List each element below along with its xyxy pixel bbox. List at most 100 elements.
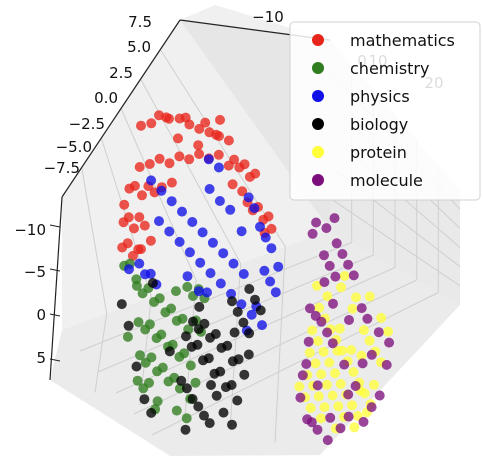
- data-point-physics: [215, 278, 226, 289]
- data-point-molecule: [343, 411, 354, 422]
- legend-box: [289, 21, 481, 201]
- data-point-mathematics: [180, 112, 191, 123]
- data-point-mathematics: [211, 129, 222, 140]
- data-point-molecule: [343, 259, 354, 270]
- data-point-physics: [207, 237, 218, 248]
- legend-label-molecule: molecule: [350, 171, 423, 190]
- data-point-chemistry: [190, 377, 201, 388]
- data-point-protein: [364, 335, 375, 346]
- data-point-physics: [266, 243, 277, 254]
- data-point-chemistry: [144, 377, 154, 388]
- data-point-biology: [244, 328, 255, 339]
- data-point-mathematics: [229, 154, 240, 165]
- legend-label-biology: biology: [350, 115, 408, 134]
- data-point-protein: [334, 323, 345, 334]
- data-point-protein: [327, 390, 338, 401]
- data-point-physics: [184, 247, 195, 258]
- data-point-protein: [349, 422, 360, 433]
- data-point-protein: [346, 345, 357, 355]
- data-point-mathematics: [136, 120, 146, 131]
- data-point-biology: [243, 349, 254, 360]
- data-point-biology: [146, 407, 157, 418]
- left-tick-label: 0: [36, 306, 46, 324]
- data-point-physics: [134, 258, 145, 269]
- data-point-molecule: [295, 392, 306, 403]
- left-tick-label: −5: [24, 263, 46, 281]
- data-point-physics: [260, 232, 271, 243]
- data-point-mathematics: [193, 140, 204, 151]
- data-point-molecule: [325, 412, 336, 423]
- data-point-physics: [166, 196, 177, 207]
- data-point-mathematics: [266, 223, 277, 234]
- z-tick-label: −2.5: [69, 115, 105, 133]
- data-point-mathematics: [239, 159, 250, 170]
- data-point-chemistry: [182, 281, 193, 292]
- data-point-physics: [213, 162, 224, 173]
- data-point-chemistry: [154, 293, 165, 304]
- data-point-protein: [312, 336, 323, 347]
- data-point-biology: [211, 390, 222, 401]
- data-point-mathematics: [213, 149, 224, 160]
- legend-label-physics: physics: [350, 87, 410, 106]
- z-tick-label: 2.5: [109, 64, 133, 82]
- data-point-molecule: [306, 417, 317, 428]
- data-point-mathematics: [119, 199, 130, 210]
- data-point-molecule: [348, 270, 359, 281]
- grid-line: [274, 246, 286, 443]
- grid-line: [229, 263, 242, 431]
- data-point-mathematics: [145, 235, 156, 246]
- data-point-mathematics: [194, 123, 205, 134]
- tick-marks: [49, 224, 61, 362]
- data-point-mathematics: [137, 190, 147, 201]
- data-point-biology: [199, 410, 209, 421]
- legend-label-protein: protein: [350, 143, 407, 162]
- data-point-chemistry: [171, 405, 182, 416]
- axes-panes: [50, 5, 460, 456]
- data-point-biology: [233, 354, 244, 365]
- data-point-mathematics: [263, 211, 274, 222]
- data-point-biology: [139, 394, 150, 405]
- left-tick-label: −10: [14, 221, 46, 239]
- data-point-mathematics: [200, 117, 211, 128]
- z-tick-label: −5.0: [56, 138, 92, 156]
- data-point-chemistry: [146, 352, 157, 363]
- data-point-molecule: [331, 238, 342, 249]
- legend-label-chemistry: chemistry: [350, 59, 429, 78]
- left-tick-label: 5: [36, 349, 46, 367]
- data-point-protein: [383, 326, 393, 337]
- data-point-chemistry: [135, 350, 145, 361]
- data-point-biology: [218, 407, 229, 418]
- data-point-physics: [218, 248, 229, 259]
- data-point-protein: [364, 291, 375, 302]
- data-point-biology: [176, 375, 187, 386]
- data-point-chemistry: [132, 375, 143, 386]
- data-point-mathematics: [173, 133, 183, 144]
- z-tick-label: 7.5: [128, 13, 152, 31]
- data-points: [116, 110, 395, 446]
- data-point-biology: [192, 339, 203, 350]
- data-point-molecule: [297, 370, 308, 381]
- legend-marker-physics: [312, 90, 324, 102]
- data-point-chemistry: [174, 383, 185, 394]
- data-point-chemistry: [177, 313, 188, 324]
- data-point-protein: [312, 280, 322, 291]
- data-point-protein: [322, 291, 333, 302]
- data-point-chemistry: [131, 274, 142, 285]
- data-point-protein: [369, 379, 379, 390]
- data-point-physics: [265, 276, 276, 287]
- data-point-protein: [321, 379, 332, 390]
- data-point-mathematics: [174, 151, 185, 162]
- data-point-molecule: [362, 313, 373, 324]
- top-tick-label: −10: [252, 8, 284, 26]
- data-point-physics: [249, 203, 260, 214]
- data-point-physics: [124, 264, 134, 275]
- legend-marker-molecule: [312, 174, 324, 186]
- data-point-molecule: [310, 310, 321, 321]
- data-point-protein: [336, 282, 347, 293]
- data-point-biology: [147, 278, 158, 288]
- data-point-molecule: [319, 250, 329, 261]
- data-point-physics: [226, 288, 237, 299]
- data-point-molecule: [301, 359, 312, 369]
- data-point-biology: [164, 346, 175, 357]
